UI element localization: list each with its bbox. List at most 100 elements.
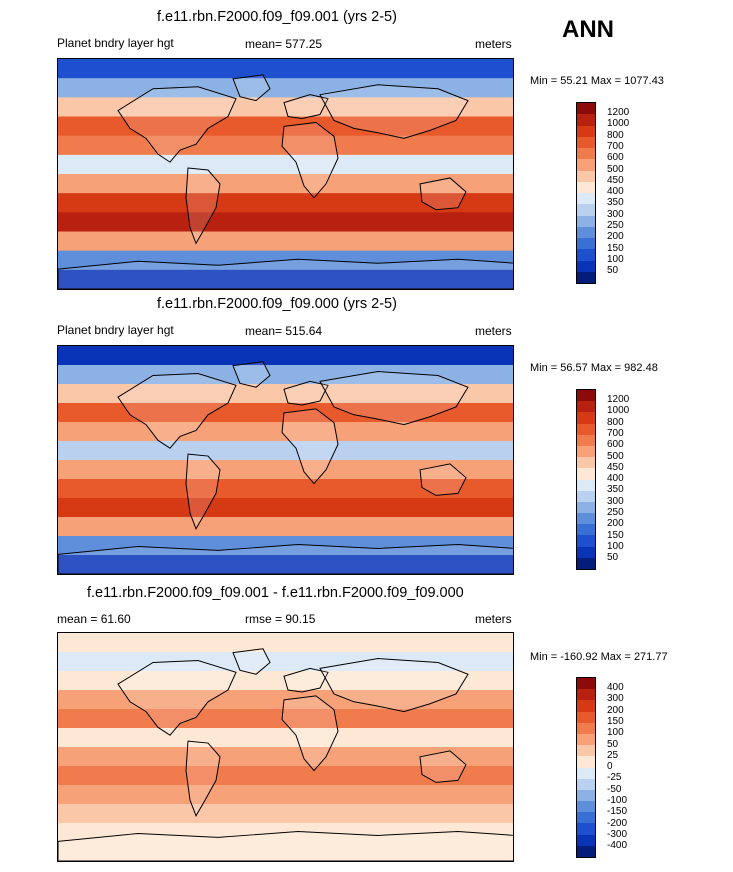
colorbar-tick-label: -100	[607, 795, 628, 806]
colorbar-tick-label: 600	[607, 439, 624, 451]
season-label: ANN	[562, 16, 614, 43]
field-band	[58, 365, 513, 385]
colorbar-tick-label: 600	[607, 152, 624, 164]
colorbar-swatch	[577, 524, 595, 536]
colorbar-tick-label: 300	[607, 208, 624, 220]
continent-outline	[319, 371, 469, 426]
colorbar-tick-label: 1000	[607, 118, 630, 130]
colorbar-swatch	[577, 557, 595, 569]
colorbar-swatch	[577, 215, 595, 227]
colorbar-swatch	[577, 778, 595, 790]
field-band	[58, 652, 513, 672]
continent-outline	[281, 695, 339, 772]
panel1-minmax: Min = 55.21 Max = 1077.43	[530, 75, 664, 87]
colorbar-swatch	[577, 434, 595, 446]
panel1-title: f.e11.rbn.F2000.f09_f09.001 (yrs 2-5)	[157, 9, 397, 25]
field-band	[58, 842, 513, 861]
field-band	[58, 804, 513, 824]
panel3-colorbar	[576, 677, 596, 858]
field-band	[58, 823, 513, 843]
colorbar-tick-label: 1200	[607, 107, 630, 118]
continent-outline	[58, 258, 513, 289]
colorbar-swatch	[577, 445, 595, 458]
field-band	[58, 747, 513, 767]
colorbar-swatch	[577, 468, 595, 480]
colorbar-swatch	[577, 501, 595, 514]
field-band	[58, 154, 513, 175]
panel1-units-label: meters	[475, 37, 512, 51]
colorbar-swatch	[577, 271, 595, 283]
continent-outline	[58, 544, 513, 574]
field-band	[58, 174, 513, 195]
colorbar-swatch	[577, 700, 595, 712]
colorbar-swatch	[577, 722, 595, 734]
field-band	[58, 193, 513, 214]
continent-outline	[185, 453, 221, 530]
colorbar-swatch	[577, 711, 595, 723]
panel1-map	[57, 58, 514, 290]
continent-outline	[232, 648, 271, 675]
colorbar-tick-label: 150	[607, 715, 624, 727]
field-band	[58, 346, 513, 366]
colorbar-swatch	[577, 238, 595, 250]
colorbar-tick-label: 150	[607, 529, 624, 541]
colorbar-swatch	[577, 114, 595, 126]
continent-outline	[117, 86, 237, 163]
panel1-variable-label: Planet bndry layer hgt	[57, 36, 174, 50]
panel2-map	[57, 345, 514, 575]
colorbar-swatch	[577, 812, 595, 824]
colorbar-tick-label: 200	[607, 231, 624, 243]
continent-outline	[232, 361, 271, 388]
colorbar-tick-label: -300	[607, 828, 628, 840]
colorbar-swatch	[577, 148, 595, 160]
colorbar-tick-label: -150	[607, 806, 628, 818]
colorbar-tick-label: 350	[607, 484, 624, 496]
continent-outline	[185, 740, 221, 817]
panel2-mean-label: mean= 515.64	[245, 324, 323, 338]
colorbar-swatch	[577, 170, 595, 182]
field-band	[58, 460, 513, 480]
field-band	[58, 231, 513, 252]
field-band	[58, 498, 513, 518]
colorbar-swatch	[577, 834, 595, 846]
colorbar-tick-label: 400	[607, 682, 624, 693]
colorbar-swatch	[577, 457, 595, 469]
colorbar-tick-label: 150	[607, 242, 624, 254]
colorbar-tick-label: 450	[607, 174, 624, 186]
field-band	[58, 422, 513, 442]
colorbar-tick-label: -400	[607, 840, 628, 852]
colorbar-tick-label: 350	[607, 197, 624, 209]
colorbar-swatch	[577, 181, 595, 193]
field-band	[58, 766, 513, 786]
panel2-variable-label: Planet bndry layer hgt	[57, 323, 174, 337]
field-band	[58, 785, 513, 805]
colorbar-swatch	[577, 823, 595, 835]
field-band	[58, 78, 513, 99]
panel2-title: f.e11.rbn.F2000.f09_f09.000 (yrs 2-5)	[157, 296, 397, 312]
colorbar-swatch	[577, 789, 595, 802]
field-band	[58, 250, 513, 271]
colorbar-swatch	[577, 249, 595, 261]
colorbar-swatch	[577, 801, 595, 813]
colorbar-swatch	[577, 678, 595, 690]
colorbar-swatch	[577, 401, 595, 413]
colorbar-tick-label: 200	[607, 704, 624, 716]
colorbar-swatch	[577, 490, 595, 502]
colorbar-swatch	[577, 193, 595, 205]
field-band	[58, 536, 513, 556]
panel3-map	[57, 632, 514, 862]
colorbar-swatch	[577, 845, 595, 857]
continent-outline	[283, 667, 329, 693]
colorbar-swatch	[577, 103, 595, 115]
colorbar-swatch	[577, 689, 595, 701]
continent-outline	[117, 373, 237, 449]
colorbar-swatch	[577, 767, 595, 779]
colorbar-tick-label: 1200	[607, 394, 630, 405]
colorbar-swatch	[577, 745, 595, 757]
colorbar-tick-label: 100	[607, 540, 624, 552]
colorbar-swatch	[577, 535, 595, 547]
field-band	[58, 517, 513, 537]
panel2-minmax: Min = 56.57 Max = 982.48	[530, 362, 658, 374]
colorbar-swatch	[577, 226, 595, 238]
continent-outline	[419, 463, 467, 496]
